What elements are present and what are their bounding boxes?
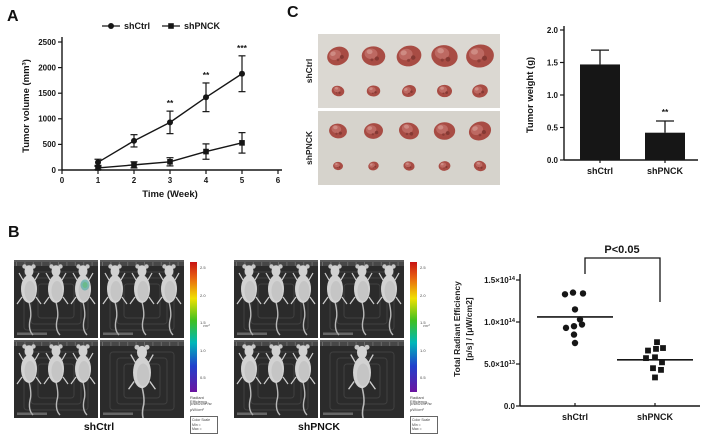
mouse-image-grid-shctrl [14,260,184,418]
svg-text:2500: 2500 [38,38,56,47]
svg-text:0.0: 0.0 [547,156,559,165]
mouse-group-caption-shctrl: shCtrl [83,421,115,433]
color-scale-line: Color Scale [192,418,211,422]
colorbar-caption: Radiant Efficiency [190,395,208,404]
radiant-efficiency-colorbar: 2.5 2.0 1.5 1.0 0.5 cm² Radiant Efficiency p/se… [410,262,440,442]
svg-text:shCtrl: shCtrl [124,21,150,31]
svg-text:0.0: 0.0 [504,402,516,411]
panel-b-label: B [8,224,20,241]
color-scale-box: Color Scale Min = Max = [190,416,218,434]
colorbar-tick-label: 1.5 [420,320,426,325]
colorbar-tick-label: 0.5 [200,375,206,380]
svg-text:**: ** [203,70,210,80]
color-scale-line: Color Scale [412,418,431,422]
svg-text:Tumor weight (g): Tumor weight (g) [525,57,536,133]
colorbar-tick-label: 2.0 [200,292,206,298]
svg-text:1500: 1500 [38,89,56,98]
radiant-efficiency-scatter-chart: 0.0 5.0×1013 1.0×1014 1.5×1014 shCtrl shPNCK P… [484,244,700,422]
colorbar-unit-label: cm² [423,323,430,328]
svg-text:P<0.05: P<0.05 [604,244,639,256]
colorbar-units-numerator: p/sec/cm²/sr [190,401,212,406]
svg-text:1.5×1014: 1.5×1014 [484,276,516,285]
svg-text:5: 5 [240,176,245,185]
panel-a-label: A [7,8,19,25]
mouse-image-tile [320,340,404,418]
color-scale-line: Min = [412,422,421,427]
svg-text:5.0×1013: 5.0×1013 [484,360,515,369]
svg-text:shPNCK: shPNCK [184,21,221,31]
tumor-photo-shctrl [318,34,500,108]
color-scale-line: Max = [412,427,422,431]
mouse-image-tile [320,260,404,338]
colorbar-tick-label: 1.0 [420,347,426,353]
colorbar-units-numerator: p/sec/cm²/sr [410,401,432,406]
svg-text:Tumor volume (mm³): Tumor volume (mm³) [21,59,32,153]
photo-row-label-shctrl: shCtrl [304,58,314,84]
svg-text:0: 0 [52,166,57,175]
bar-shCtrl [580,64,620,160]
bar-shPNCK [645,132,685,160]
mouse-image-grid-shpnck [234,260,404,418]
mouse-image-tile [14,260,98,338]
color-scale-box: Color Scale Min = Max = [410,416,438,434]
svg-text:0: 0 [60,176,65,185]
colorbar-unit-label: cm² [203,323,210,328]
colorbar-tick-label: 2.5 [420,265,426,270]
colorbar-gradient [190,262,197,392]
svg-text:500: 500 [43,140,57,149]
colorbar-tick-label: 2.5 [200,265,206,270]
svg-text:shCtrl: shCtrl [562,412,588,422]
colorbar-caption: Radiant Efficiency [410,395,428,404]
svg-text:0.5: 0.5 [547,123,559,132]
svg-text:6: 6 [276,176,281,185]
svg-text:2: 2 [132,176,137,185]
svg-text:4: 4 [204,176,209,185]
svg-text:1.5: 1.5 [547,58,559,67]
svg-text:1: 1 [96,176,101,185]
svg-text:shPNCK: shPNCK [647,166,684,176]
mouse-image-tile [234,260,318,338]
radiant-efficiency-colorbar: 2.5 2.0 1.5 1.0 0.5 cm² Radiant Efficiency p/se… [190,262,220,442]
svg-text:2000: 2000 [38,63,56,72]
significance-bracket [584,257,661,302]
colorbar-units-denominator: μW/cm² [410,407,424,412]
svg-text:Time (Week): Time (Week) [142,189,198,200]
colorbar-gradient [410,262,417,392]
photo-row-label-shpnck: shPNCK [304,131,314,166]
svg-text:1000: 1000 [38,115,56,124]
svg-text:**: ** [167,98,174,108]
colorbar-tick-label: 1.0 [200,347,206,353]
mouse-image-tile [14,340,98,418]
mouse-image-tile [100,340,184,418]
panel-c-label: C [287,4,299,21]
svg-text:3: 3 [168,176,173,185]
svg-text:1.0×1014: 1.0×1014 [484,318,516,327]
tumor-photo-shpnck [318,111,500,185]
colorbar-units-denominator: μW/cm² [190,407,204,412]
svg-text:**: ** [662,107,669,117]
colorbar-tick-label: 1.5 [200,320,206,325]
svg-text:2.0: 2.0 [547,26,559,35]
svg-text:***: *** [237,43,248,53]
mouse-group-caption-shpnck: shPNCK [297,421,340,433]
color-scale-line: Min = [192,422,201,427]
colorbar-tick-label: 0.5 [420,375,426,380]
svg-text:1.0: 1.0 [547,91,559,100]
colorbar-tick-label: 2.0 [420,292,426,298]
svg-text:shPNCK: shPNCK [637,412,674,422]
color-scale-line: Max = [192,427,202,431]
mouse-image-tile [100,260,184,338]
tumor-weight-bar-chart: 0.0 0.5 1.0 1.5 2.0 Tumor weight (g) shCtrl shP… [525,26,698,176]
mouse-image-tile [234,340,318,418]
svg-text:shCtrl: shCtrl [587,166,613,176]
tumor-volume-line-chart: 0 500 1000 1500 2000 2500 0 1 2 3 4 5 6 Time (Week) Tu… [21,21,282,200]
